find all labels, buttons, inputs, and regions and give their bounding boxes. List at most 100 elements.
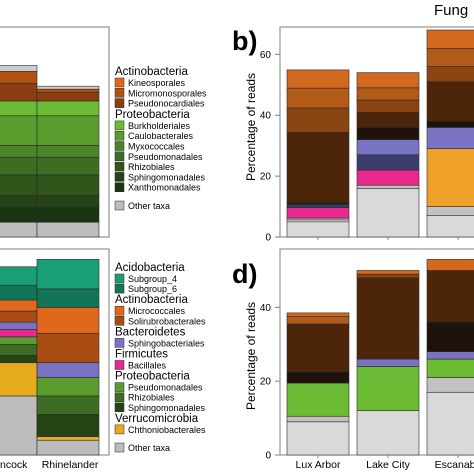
bar-segment-rhizobiales — [0, 174, 38, 196]
bar-hancock — [0, 65, 38, 238]
legend-c: AcidobacteriaSubgroup_4Subgroup_6Actinob… — [114, 262, 206, 453]
bar-segment-subgroup-6 — [0, 284, 38, 301]
bar-segment-6 — [286, 312, 350, 317]
x-tick-label-lake-city: Lake City — [366, 459, 411, 471]
bar-segment-caulobacterales — [0, 115, 38, 146]
y-axis-label-d: Percentage of reads — [244, 302, 258, 410]
bar-segment-7 — [426, 47, 474, 67]
bar-segment-pseudomonadales — [0, 156, 38, 176]
panel-c: Hancock Rhinelander — [0, 248, 110, 471]
bar-segment-1 — [356, 366, 420, 412]
bar-segment-8 — [286, 87, 350, 109]
bar-segment-9 — [286, 69, 350, 89]
bar-segment-4 — [286, 323, 350, 373]
legend-swatch-micrococcales — [114, 305, 125, 316]
bar-segment-2 — [356, 169, 420, 186]
legend-swatch-chthoniobacterales — [114, 424, 125, 435]
legend-header-bacteroidetes: Bacteroidetes — [115, 326, 186, 338]
bar-segment-subgroup-4 — [36, 259, 100, 290]
legend-label-sphingobacteriales: Sphingobacteriales — [128, 338, 205, 348]
bar-segment-rhizobiales — [36, 174, 100, 196]
bar-segment-9 — [356, 72, 420, 89]
bar-segment-other-taxa — [0, 395, 38, 456]
bar-segment-sphingomonadales — [0, 195, 38, 208]
x-tick-label-escanaba: Escanaba — [435, 459, 474, 471]
bar-segment-myxococcales — [36, 145, 100, 158]
legend-header-verrucomicrobia: Verrucomicrobia — [115, 413, 199, 425]
bar-segment-micromonosporales — [36, 88, 100, 93]
bar-segment-pseudonocardiales — [36, 91, 100, 102]
bar-segment-pseudonocardiales — [0, 82, 38, 102]
legend-label-other-taxa: Other taxa — [128, 443, 170, 453]
bar-segment-other-taxa — [36, 439, 100, 456]
bar-segment-6 — [356, 111, 420, 128]
bar-segment-3 — [286, 207, 350, 219]
legend-swatch-sphingomonadales — [114, 172, 125, 182]
legend-label-micromonosporales: Micromonosporales — [128, 88, 207, 98]
y-tick-label-20: 20 — [260, 377, 272, 388]
bar-segment-4 — [356, 273, 420, 279]
legend-label-solirubrobacterales: Solirubrobacterales — [128, 316, 206, 326]
bar-segment-1 — [356, 184, 420, 189]
bar-segment-1 — [426, 206, 474, 216]
bar-lux-arbor — [286, 69, 350, 238]
x-tick-label-rhinelander: Rhinelander — [42, 459, 99, 471]
bar-segment-5 — [286, 201, 350, 205]
bar-segment-xanthomonadales — [36, 207, 100, 223]
bar-segment-7 — [286, 107, 350, 133]
bar-segment-5 — [356, 127, 420, 140]
legend-swatch-subgroup-4 — [114, 273, 125, 284]
bar-hancock — [0, 266, 38, 456]
legend-a: ActinobacteriaKineosporalesMicromonospor… — [114, 66, 207, 211]
legend-swatch-rhizobiales — [114, 161, 125, 172]
y-tick-label-0: 0 — [265, 233, 271, 244]
bar-segment-pseudomonadales — [36, 377, 100, 397]
legend-label-pseudomonadales: Pseudomonadales — [128, 152, 203, 162]
bar-segment-3 — [356, 277, 420, 360]
bar-segment-3 — [426, 127, 474, 150]
bar-segment-chthoniobacterales — [36, 436, 100, 441]
panel-b: 0 20 40 60 — [260, 26, 474, 244]
legend-swatch-burkholderiales — [114, 120, 125, 131]
bar-segment-4 — [286, 204, 350, 208]
legend-label-myxococcales: Myxococcales — [128, 142, 185, 152]
bar-segment-2 — [286, 382, 350, 417]
panel-a — [0, 26, 110, 238]
y-tick-label-0: 0 — [265, 451, 271, 462]
bar-segment-bacillales — [0, 329, 38, 338]
bar-segment-kineosporiales — [36, 85, 100, 90]
panel-letter-d: d) — [232, 259, 257, 289]
bar-segment-8 — [426, 29, 474, 49]
bar-segment-4 — [426, 121, 474, 128]
legend-swatch-micromonosporales — [114, 88, 125, 98]
y-axis-label-b: Percentage of reads — [244, 73, 258, 181]
legend-label-pseudomonadales: Pseudomonadales — [128, 383, 203, 393]
bar-segment-0 — [426, 391, 474, 456]
legend-header-actinobacteria: Actinobacteria — [115, 294, 188, 306]
bar-segment-burkholderiales — [0, 100, 38, 117]
bar-segment-sphingobacteriales — [0, 321, 38, 330]
bar-segment-6 — [286, 131, 350, 203]
bar-segment-pseudomonadales — [0, 336, 38, 345]
legend-header-actinobacteria: Actinobacteria — [115, 66, 188, 78]
legend-label-chthoniobacterales: Chthoniobacterales — [128, 425, 206, 435]
bar-segment-micromonosporales — [0, 71, 38, 84]
bar-segment-2 — [426, 148, 474, 207]
legend-label-subgroup-4: Subgroup_4 — [128, 274, 177, 284]
legend-swatch-xanthomonadales — [114, 182, 125, 192]
x-tick-label-lux-arbor: Lux Arbor — [296, 459, 341, 471]
bar-segment-kineosporiales — [0, 65, 38, 72]
bar-segment-pseudomonadales — [36, 156, 100, 176]
bar-segment-subgroup-4 — [0, 266, 38, 286]
legend-header-proteobacteria: Proteobacteria — [115, 371, 190, 383]
legend-swatch-pseudomonadales — [114, 382, 125, 392]
legend-swatch-sphingomonadales — [114, 402, 125, 413]
y-tick-label-20: 20 — [260, 172, 272, 183]
bar-segment-other-taxa — [0, 221, 38, 238]
bar-lux-arbor — [286, 312, 350, 456]
legend-swatch-pseudonocardiales — [114, 98, 125, 108]
bar-segment-5 — [356, 270, 420, 275]
bar-rhinelander — [36, 85, 100, 238]
bar-segment-0 — [286, 221, 350, 238]
legend-header-acidobacteria: Acidobacteria — [115, 262, 185, 274]
